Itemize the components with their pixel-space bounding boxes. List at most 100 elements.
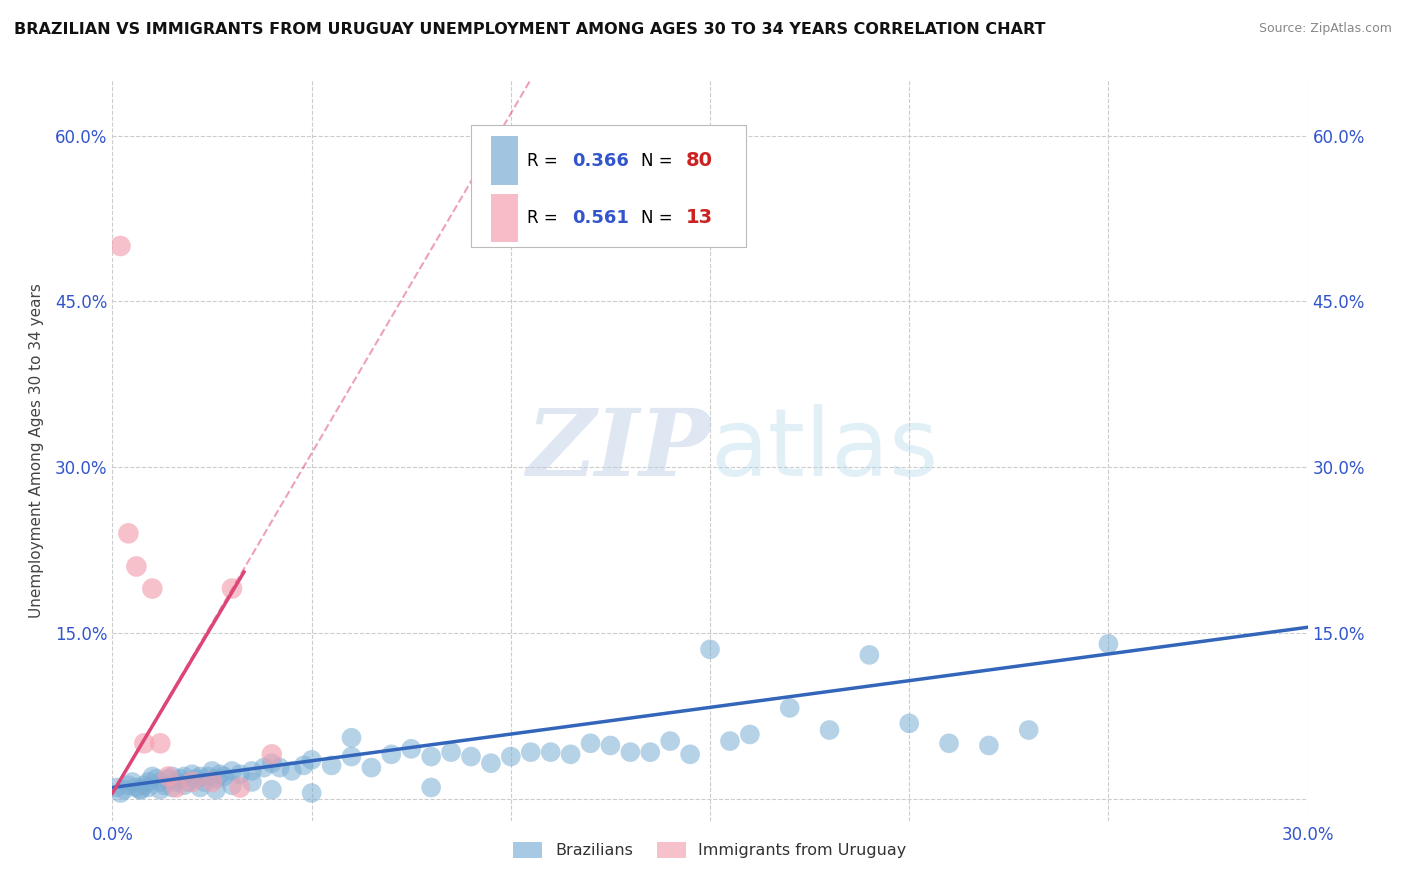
Text: R =: R = [527, 209, 564, 227]
Point [193, 775, 215, 789]
Point [221, 778, 243, 792]
Text: 0.366: 0.366 [572, 152, 630, 169]
Point [125, 559, 148, 574]
Point [186, 772, 208, 786]
Text: N =: N = [641, 152, 678, 169]
FancyBboxPatch shape [491, 194, 517, 242]
Text: 13: 13 [686, 209, 713, 227]
Point [181, 767, 204, 781]
Point [718, 734, 741, 748]
Point [129, 782, 152, 797]
Point [125, 780, 148, 795]
Point [110, 786, 132, 800]
Point [157, 769, 180, 783]
Point [145, 772, 167, 786]
Point [153, 778, 176, 792]
Y-axis label: Unemployment Among Ages 30 to 34 years: Unemployment Among Ages 30 to 34 years [30, 283, 44, 618]
Point [240, 764, 263, 778]
Point [253, 761, 276, 775]
Point [188, 769, 211, 783]
Point [221, 582, 243, 596]
Point [420, 780, 443, 795]
Text: ZIP: ZIP [526, 406, 710, 495]
Point [134, 736, 156, 750]
Point [281, 764, 304, 778]
Point [440, 745, 463, 759]
Point [141, 582, 163, 596]
Point [779, 701, 801, 715]
Text: R =: R = [527, 152, 564, 169]
Point [858, 648, 880, 662]
Point [420, 749, 443, 764]
Point [162, 769, 183, 783]
Point [479, 756, 502, 771]
Point [499, 749, 522, 764]
Point [360, 761, 382, 775]
Point [269, 761, 291, 775]
Point [380, 747, 402, 762]
Text: Source: ZipAtlas.com: Source: ZipAtlas.com [1258, 22, 1392, 36]
Point [162, 780, 183, 795]
Point [129, 782, 152, 797]
Point [938, 736, 960, 750]
Point [659, 734, 682, 748]
Point [149, 736, 172, 750]
Point [149, 782, 172, 797]
Point [260, 782, 283, 797]
Text: atlas: atlas [710, 404, 938, 497]
Text: 80: 80 [686, 151, 713, 170]
Point [977, 739, 1000, 753]
Point [1018, 723, 1040, 737]
Point [201, 775, 224, 789]
Point [321, 758, 343, 772]
Point [229, 780, 252, 795]
Point [209, 767, 232, 781]
Point [169, 772, 191, 786]
Point [229, 767, 252, 781]
Text: N =: N = [641, 209, 678, 227]
Point [340, 749, 363, 764]
Point [260, 747, 283, 762]
Point [110, 239, 132, 253]
Point [138, 780, 160, 795]
Point [134, 778, 156, 792]
Point [197, 769, 219, 783]
Point [599, 739, 621, 753]
Point [149, 775, 172, 789]
Point [679, 747, 702, 762]
Point [460, 749, 482, 764]
Point [579, 736, 602, 750]
Point [165, 780, 187, 795]
Point [165, 775, 187, 789]
Point [221, 764, 243, 778]
Point [1097, 637, 1119, 651]
Point [301, 753, 323, 767]
Point [188, 780, 211, 795]
Point [201, 764, 224, 778]
Point [818, 723, 841, 737]
Point [117, 526, 139, 541]
Legend: Brazilians, Immigrants from Uruguay: Brazilians, Immigrants from Uruguay [508, 835, 912, 864]
Point [240, 775, 263, 789]
Point [520, 745, 543, 759]
Point [205, 782, 228, 797]
Point [699, 642, 721, 657]
Point [292, 758, 315, 772]
Point [640, 745, 662, 759]
Point [105, 780, 128, 795]
Point [173, 778, 195, 792]
Point [301, 786, 323, 800]
FancyBboxPatch shape [491, 136, 517, 185]
Point [212, 769, 235, 783]
Text: 0.561: 0.561 [572, 209, 630, 227]
Point [540, 745, 562, 759]
Point [117, 778, 139, 792]
Text: BRAZILIAN VS IMMIGRANTS FROM URUGUAY UNEMPLOYMENT AMONG AGES 30 TO 34 YEARS CORR: BRAZILIAN VS IMMIGRANTS FROM URUGUAY UNE… [14, 22, 1046, 37]
Point [619, 745, 641, 759]
Point [141, 769, 163, 783]
Point [114, 782, 135, 797]
Point [181, 775, 204, 789]
Point [401, 741, 423, 756]
Point [173, 769, 195, 783]
Point [738, 727, 761, 741]
